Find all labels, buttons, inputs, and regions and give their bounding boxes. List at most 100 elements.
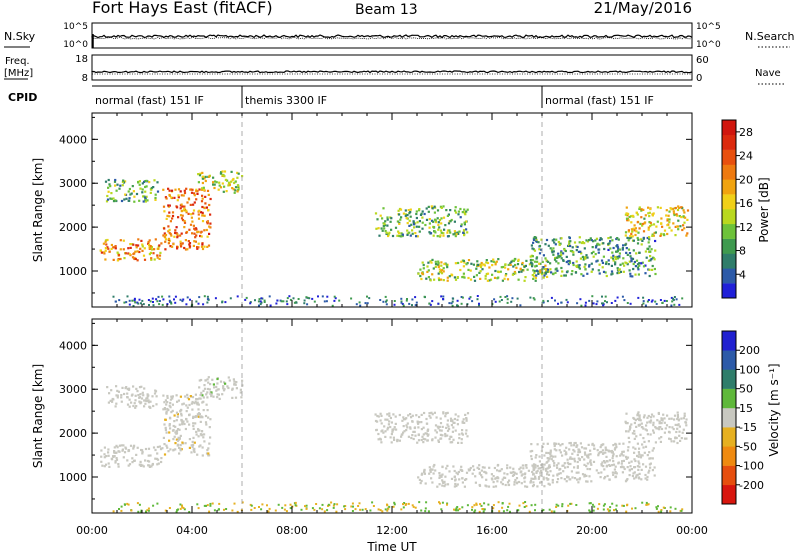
- echo-cell: [420, 272, 424, 275]
- echo-cell: [630, 259, 633, 262]
- echo-cell: [630, 221, 633, 224]
- echo-cell: [137, 394, 140, 397]
- echo-cell: [616, 272, 619, 275]
- echo-cell: [530, 477, 533, 480]
- echo-cell: [618, 248, 622, 251]
- echo-cell: [520, 270, 523, 273]
- echo-cell: [622, 270, 625, 273]
- echo-cell: [578, 236, 581, 239]
- echo-cell: [148, 464, 151, 467]
- echo-cell: [193, 441, 196, 444]
- ground-scatter-cell: [669, 506, 672, 509]
- echo-cell: [607, 263, 610, 266]
- ground-scatter-cell: [650, 300, 653, 303]
- echo-cell: [563, 478, 566, 481]
- echo-cell: [532, 468, 535, 471]
- echo-cell: [562, 259, 565, 262]
- echo-cell: [419, 213, 423, 216]
- echo-cell: [620, 453, 623, 456]
- echo-cell: [221, 182, 224, 185]
- echo-cell: [608, 242, 611, 245]
- echo-cell: [663, 417, 666, 420]
- echo-cell: [136, 259, 139, 262]
- echo-cell: [626, 214, 629, 217]
- echo-cell: [377, 438, 380, 441]
- echo-cell: [618, 255, 621, 258]
- echo-cell: [575, 245, 578, 248]
- echo-cell: [142, 200, 145, 203]
- ground-scatter-cell: [188, 511, 191, 513]
- echo-cell: [199, 433, 202, 436]
- echo-cell: [126, 459, 129, 462]
- echo-cell: [119, 257, 122, 261]
- echo-cell: [417, 272, 420, 275]
- ground-scatter-cell: [674, 507, 677, 510]
- ground-scatter-cell: [483, 502, 486, 505]
- echo-cell: [584, 268, 587, 271]
- echo-cell: [416, 221, 419, 224]
- echo-cell: [166, 446, 169, 449]
- echo-cell: [651, 214, 654, 217]
- echo-cell: [425, 417, 428, 421]
- echo-cell: [532, 241, 535, 244]
- echo-cell: [503, 472, 506, 475]
- echo-cell: [630, 228, 633, 231]
- echo-cell: [135, 405, 138, 408]
- echo-cell: [647, 414, 650, 418]
- echo-cell: [475, 274, 478, 277]
- echo-cell: [198, 429, 201, 432]
- echo-cell: [441, 425, 444, 428]
- echo-cell: [569, 457, 572, 460]
- ground-scatter-cell: [313, 508, 316, 511]
- echo-cell: [571, 452, 574, 455]
- echo-cell: [541, 445, 544, 448]
- echo-cell: [417, 439, 421, 442]
- echo-cell: [400, 232, 403, 235]
- echo-cell: [176, 245, 179, 248]
- echo-cell: [208, 442, 211, 445]
- echo-cell: [567, 260, 570, 263]
- ground-scatter-cell: [280, 300, 283, 303]
- echo-cell: [569, 249, 572, 253]
- echo-cell: [233, 181, 236, 185]
- echo-cell: [398, 213, 401, 216]
- echo-cell: [494, 261, 497, 264]
- echo-cell: [176, 199, 179, 202]
- ground-scatter-cell: [221, 301, 224, 304]
- echo-cell: [642, 416, 646, 419]
- echo-cell: [453, 220, 456, 223]
- echo-cell: [652, 256, 655, 260]
- echo-cell: [206, 378, 209, 381]
- ground-scatter-cell: [541, 301, 544, 304]
- echo-cell: [652, 429, 655, 432]
- echo-cell: [586, 256, 589, 259]
- echo-cell: [221, 393, 224, 396]
- echo-cell: [632, 227, 635, 230]
- echo-cell: [216, 377, 219, 381]
- echo-cell: [538, 244, 542, 248]
- echo-cell: [115, 385, 118, 388]
- echo-cell: [434, 260, 437, 263]
- echo-cell: [438, 219, 442, 222]
- echo-cell: [627, 446, 630, 449]
- echo-cell: [651, 234, 654, 237]
- ground-scatter-cell: [460, 302, 463, 305]
- ground-scatter-cell: [369, 509, 372, 512]
- echo-cell: [168, 231, 171, 235]
- echo-cell: [430, 411, 433, 414]
- echo-cell: [551, 481, 554, 484]
- echo-cell: [617, 247, 620, 250]
- ground-scatter-cell: [372, 505, 375, 507]
- echo-cell: [600, 471, 603, 474]
- echo-cell: [177, 436, 180, 439]
- ground-scatter-cell: [662, 506, 665, 509]
- echo-cell: [160, 457, 163, 460]
- echo-cell: [418, 220, 421, 223]
- echo-cell: [442, 270, 445, 273]
- echo-cell: [170, 395, 173, 398]
- echo-cell: [624, 234, 627, 237]
- echo-cell: [185, 211, 188, 214]
- echo-cell: [588, 475, 591, 478]
- echo-cell: [493, 276, 497, 279]
